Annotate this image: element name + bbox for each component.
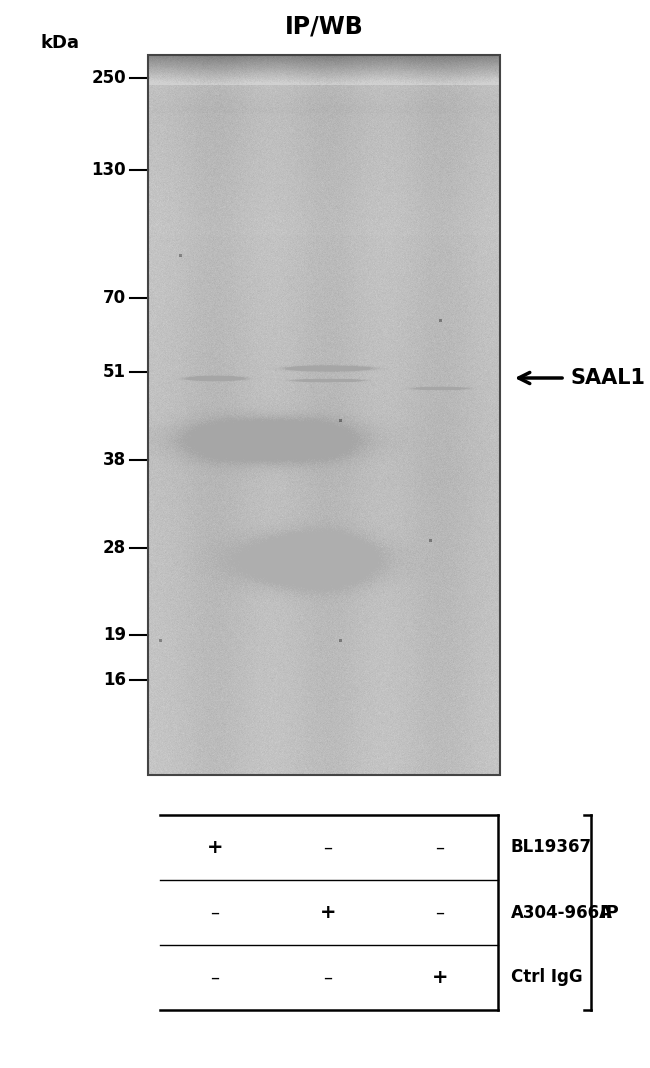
Text: –: – [211,904,220,922]
Text: A304-966A: A304-966A [511,904,613,922]
Text: –: – [211,969,220,987]
Text: IP: IP [599,904,619,922]
Text: –: – [324,838,333,857]
Text: –: – [436,904,445,922]
Text: 130: 130 [92,161,126,179]
Text: +: + [207,838,223,857]
Text: IP/WB: IP/WB [285,15,363,40]
Text: –: – [324,969,333,987]
Text: 19: 19 [103,626,126,644]
Text: +: + [432,968,448,987]
Text: 70: 70 [103,289,126,307]
Text: kDa: kDa [40,34,79,52]
Text: 16: 16 [103,671,126,689]
Text: 28: 28 [103,539,126,557]
Text: +: + [320,904,336,922]
Text: 38: 38 [103,451,126,469]
Text: –: – [436,838,445,857]
Text: Ctrl IgG: Ctrl IgG [511,969,582,987]
Bar [148,54,500,775]
Text: 250: 250 [92,69,126,87]
Text: BL19367: BL19367 [511,838,592,857]
Text: 51: 51 [103,363,126,381]
Text: SAAL1: SAAL1 [570,368,645,388]
